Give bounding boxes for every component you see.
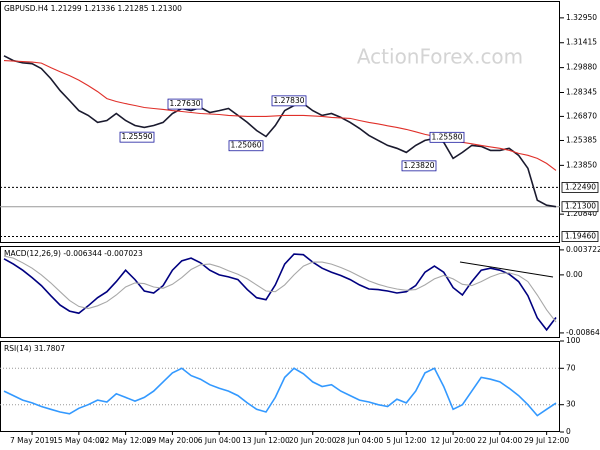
x-tick-label: 5 Jul 12:00 — [386, 436, 426, 445]
level-label: 1.21300 — [565, 202, 596, 211]
panel-title: MACD(12,26,9) -0.006344 -0.007023 — [4, 249, 143, 258]
series-line — [3, 367, 557, 417]
x-tick-label: 12 Jul 20:00 — [431, 436, 476, 445]
panel-title: RSI(14) 31.7807 — [4, 344, 65, 353]
annotation-box — [401, 160, 437, 172]
y-tick-label: 30 — [566, 400, 576, 409]
watermark: ActionForex.com — [357, 45, 523, 69]
y-tick-label: 0.003722 — [566, 245, 600, 254]
y-tick-label: 1.28345 — [566, 87, 597, 96]
annotation-label: 1.25060 — [230, 141, 261, 150]
x-tick-label: 22 Jul 04:00 — [477, 436, 522, 445]
series-line — [3, 253, 557, 332]
annotation-label: 1.27630 — [169, 99, 200, 108]
y-tick-label: 1.29880 — [566, 63, 597, 72]
annotation-box — [167, 98, 203, 110]
panel-title: GBPUSD.H4 1.21299 1.21336 1.21285 1.2130… — [4, 4, 182, 13]
x-tick-label: 29 May 20:00 — [147, 436, 199, 445]
y-tick-label: 1.31415 — [566, 38, 597, 47]
x-tick-label: 29 Jul 12:00 — [524, 436, 569, 445]
y-tick-label: 0.00 — [566, 270, 583, 279]
level-label: 1.19460 — [565, 232, 596, 241]
y-tick-label: 1.23850 — [566, 160, 597, 169]
annotation-label: 1.25580 — [431, 132, 462, 141]
macd-trendline — [459, 261, 554, 278]
level-label-box — [561, 231, 599, 242]
annotation-label: 1.27830 — [273, 96, 304, 105]
y-tick-label: -0.008643 — [566, 328, 600, 337]
y-tick-label: 100 — [566, 336, 581, 345]
y-tick-label: 1.20840 — [566, 209, 597, 218]
annotation-label: 1.23820 — [403, 161, 434, 170]
x-tick-label: 7 May 2019 — [10, 436, 54, 445]
annotation-label: 1.25590 — [121, 132, 152, 141]
series-line — [3, 55, 557, 208]
level-label-box — [561, 201, 599, 213]
x-tick-label: 28 Jun 04:00 — [336, 436, 384, 445]
x-tick-label: 13 Jun 12:00 — [242, 436, 290, 445]
level-label-box — [561, 182, 599, 193]
annotation-box — [429, 131, 465, 143]
y-tick-label: 0 — [566, 427, 571, 436]
annotation-box — [271, 95, 307, 107]
panel-frame — [0, 1, 560, 243]
panel-frame — [0, 341, 560, 432]
panel-frame — [0, 246, 560, 338]
series-line — [3, 255, 557, 323]
annotation-box — [228, 140, 264, 152]
y-tick-label: 1.32950 — [566, 13, 597, 22]
y-tick-label: 70 — [566, 363, 576, 372]
annotation-box — [119, 131, 155, 143]
x-tick-label: 20 Jun 20:00 — [289, 436, 337, 445]
x-tick-label: 15 May 04:00 — [53, 436, 105, 445]
x-tick-label: 22 May 12:00 — [100, 436, 152, 445]
x-tick-label: 6 Jun 04:00 — [198, 436, 241, 445]
level-label: 1.22490 — [565, 182, 596, 191]
y-tick-label: 1.26870 — [566, 111, 597, 120]
y-tick-label: 1.25385 — [566, 135, 597, 144]
